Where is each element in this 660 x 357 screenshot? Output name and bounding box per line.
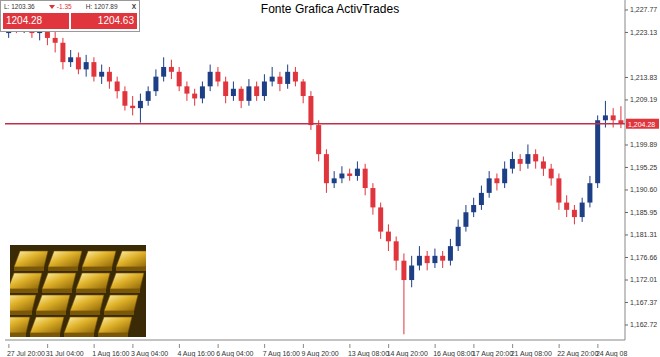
svg-text:1 Aug 16:00: 1 Aug 16:00	[92, 350, 129, 357]
svg-text:17 Aug 20:00: 17 Aug 20:00	[472, 350, 513, 357]
svg-text:14 Aug 20:00: 14 Aug 20:00	[387, 350, 428, 357]
svg-text:1,213.83: 1,213.83	[630, 74, 657, 81]
svg-text:21 Aug 08:00: 21 Aug 08:00	[511, 350, 552, 357]
svg-text:1,195.25: 1,195.25	[630, 164, 657, 171]
svg-text:1,209.19: 1,209.19	[630, 96, 657, 103]
svg-text:6 Aug 04:00: 6 Aug 04:00	[216, 350, 253, 357]
html-text:Fonte Grafica ActivTrades: Fonte Grafica ActivTrades	[260, 2, 400, 16]
svg-text:1,199.89: 1,199.89	[630, 141, 657, 148]
svg-text:3 Aug 04:00: 3 Aug 04:00	[131, 350, 168, 357]
svg-text:27 Jul 20:00: 27 Jul 20:00	[7, 350, 45, 357]
svg-text:4 Aug 16:00: 4 Aug 16:00	[177, 350, 214, 357]
svg-text:1,204.28: 1,204.28	[628, 121, 655, 128]
html-text:1204.28: 1204.28	[6, 15, 43, 26]
html-text:L: 1203.36: L: 1203.36	[4, 3, 35, 10]
html-text:H: 1207.89: H: 1207.89	[85, 3, 118, 10]
svg-text:1,167.37: 1,167.37	[630, 299, 657, 306]
svg-text:24 Aug 08: 24 Aug 08	[596, 350, 628, 357]
html-text:1204.63: 1204.63	[97, 15, 134, 26]
svg-text:16 Aug 08:00: 16 Aug 08:00	[433, 350, 474, 357]
svg-text:1,227.77: 1,227.77	[630, 6, 657, 13]
svg-text:7 Aug 16:00: 7 Aug 16:00	[263, 350, 300, 357]
svg-text:1,223.13: 1,223.13	[630, 29, 657, 36]
svg-text:31 Jul 04:00: 31 Jul 04:00	[46, 350, 84, 357]
html-text:X: X	[131, 3, 136, 10]
svg-text:9 Aug 20:00: 9 Aug 20:00	[301, 350, 338, 357]
svg-text:1,185.95: 1,185.95	[630, 209, 657, 216]
svg-text:1,176.66: 1,176.66	[630, 254, 657, 261]
svg-text:22 Aug 20:00: 22 Aug 20:00	[557, 350, 598, 357]
svg-text:1,172.01: 1,172.01	[630, 276, 657, 283]
html-text:-1.35: -1.35	[56, 3, 72, 10]
svg-text:1,190.60: 1,190.60	[630, 186, 657, 193]
svg-text:1,162.72: 1,162.72	[630, 321, 657, 328]
svg-text:13 Aug 08:00: 13 Aug 08:00	[348, 350, 389, 357]
svg-text:1,181.31: 1,181.31	[630, 231, 657, 238]
